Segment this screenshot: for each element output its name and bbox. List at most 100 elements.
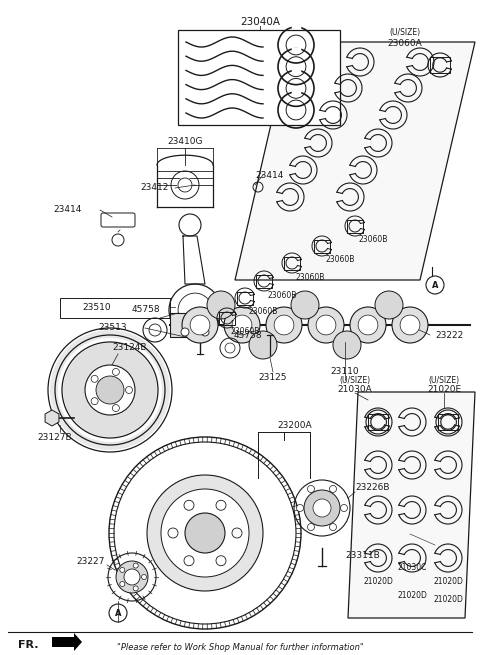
Text: 23124B: 23124B: [112, 343, 146, 352]
Text: 23222: 23222: [435, 331, 463, 339]
Polygon shape: [170, 313, 200, 337]
Circle shape: [304, 490, 340, 526]
Circle shape: [392, 307, 428, 343]
Text: 23060A: 23060A: [388, 39, 422, 48]
Text: 23410G: 23410G: [167, 138, 203, 147]
Circle shape: [400, 315, 420, 335]
Text: 21020D: 21020D: [397, 591, 427, 599]
Bar: [284, 257, 300, 269]
Circle shape: [91, 375, 98, 383]
Polygon shape: [235, 42, 475, 280]
Circle shape: [333, 331, 361, 359]
Bar: [178, 30, 340, 125]
Circle shape: [50, 330, 170, 450]
Text: 21020D: 21020D: [433, 595, 463, 605]
Circle shape: [308, 307, 344, 343]
Circle shape: [142, 574, 146, 580]
Text: 23414: 23414: [54, 206, 82, 214]
Circle shape: [340, 504, 348, 512]
Circle shape: [147, 475, 263, 591]
Circle shape: [184, 500, 194, 510]
Circle shape: [232, 528, 242, 538]
Text: 21030C: 21030C: [397, 563, 427, 572]
Circle shape: [181, 328, 189, 336]
Circle shape: [124, 569, 140, 585]
Text: 23311B: 23311B: [345, 550, 380, 559]
Text: (U/SIZE): (U/SIZE): [339, 375, 371, 384]
Text: 23060B: 23060B: [358, 236, 388, 244]
Text: 23060B: 23060B: [295, 272, 324, 282]
Text: 23040A: 23040A: [240, 17, 280, 27]
Circle shape: [329, 485, 336, 493]
Bar: [219, 312, 235, 324]
Text: 21030A: 21030A: [337, 386, 372, 394]
Text: FR.: FR.: [18, 640, 38, 650]
Circle shape: [313, 499, 331, 517]
Circle shape: [112, 405, 120, 411]
Circle shape: [184, 555, 194, 566]
Circle shape: [182, 307, 218, 343]
Text: 23513: 23513: [98, 324, 127, 333]
Text: (U/SIZE): (U/SIZE): [429, 375, 459, 384]
Text: 23110: 23110: [331, 367, 360, 377]
Text: 23125: 23125: [259, 373, 287, 383]
Circle shape: [63, 343, 157, 437]
Polygon shape: [348, 392, 475, 618]
Bar: [438, 414, 457, 430]
Circle shape: [177, 177, 193, 193]
Circle shape: [116, 561, 148, 593]
Circle shape: [125, 386, 132, 394]
Circle shape: [207, 291, 235, 319]
Circle shape: [168, 528, 178, 538]
Polygon shape: [52, 633, 82, 651]
Text: 45758: 45758: [132, 305, 160, 314]
Circle shape: [190, 315, 210, 335]
Text: 23060B: 23060B: [230, 328, 260, 337]
Circle shape: [308, 485, 314, 493]
Text: 23226B: 23226B: [355, 483, 389, 493]
Text: 21020D: 21020D: [363, 578, 393, 586]
Text: "Please refer to Work Shop Manual for further information": "Please refer to Work Shop Manual for fu…: [117, 643, 363, 652]
Text: 23127B: 23127B: [38, 434, 72, 443]
Bar: [347, 219, 363, 233]
Text: 23412: 23412: [141, 183, 169, 193]
Text: 21020D: 21020D: [433, 578, 463, 586]
Circle shape: [85, 365, 135, 415]
Circle shape: [308, 523, 314, 531]
Text: 23060B: 23060B: [267, 291, 297, 299]
Circle shape: [274, 315, 294, 335]
Polygon shape: [183, 236, 205, 284]
Text: 21020E: 21020E: [427, 386, 461, 394]
Circle shape: [112, 368, 120, 375]
Circle shape: [297, 504, 303, 512]
Polygon shape: [45, 410, 59, 426]
Circle shape: [201, 328, 209, 336]
Circle shape: [249, 331, 277, 359]
Bar: [369, 414, 387, 430]
Circle shape: [133, 563, 138, 568]
Circle shape: [161, 489, 249, 577]
Circle shape: [133, 586, 138, 591]
Text: 45758: 45758: [234, 331, 262, 339]
Text: 23200A: 23200A: [278, 421, 312, 430]
Bar: [60, 298, 170, 318]
Bar: [314, 240, 330, 252]
Text: (U/SIZE): (U/SIZE): [389, 29, 420, 37]
Circle shape: [96, 376, 124, 404]
Circle shape: [375, 291, 403, 319]
Bar: [256, 274, 272, 288]
Circle shape: [120, 582, 125, 587]
Text: 23060B: 23060B: [325, 255, 355, 265]
Circle shape: [216, 555, 226, 566]
Text: A: A: [432, 280, 438, 290]
Circle shape: [291, 291, 319, 319]
Circle shape: [216, 500, 226, 510]
Circle shape: [316, 315, 336, 335]
Circle shape: [350, 307, 386, 343]
Circle shape: [120, 567, 125, 572]
Text: 23060B: 23060B: [248, 307, 278, 316]
Bar: [431, 57, 450, 73]
Circle shape: [224, 307, 260, 343]
Circle shape: [358, 315, 378, 335]
Circle shape: [329, 523, 336, 531]
